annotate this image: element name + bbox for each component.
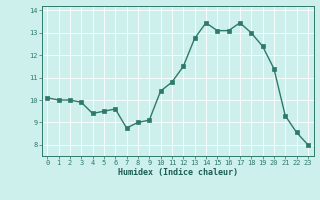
X-axis label: Humidex (Indice chaleur): Humidex (Indice chaleur) [118,168,237,177]
